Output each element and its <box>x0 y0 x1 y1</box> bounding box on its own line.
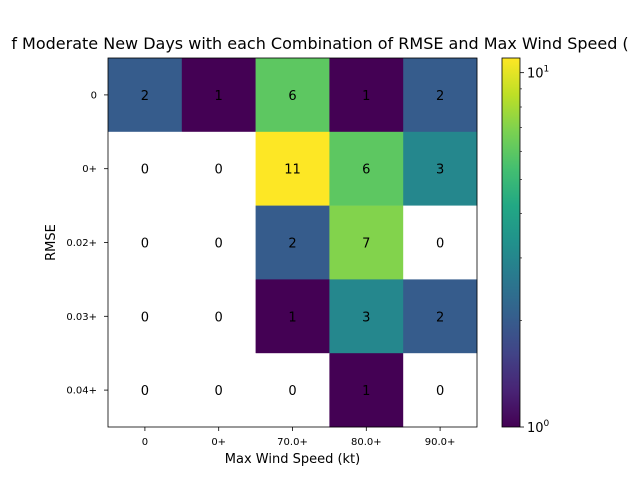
heatmap-cell <box>255 131 330 206</box>
heatmap-cell <box>181 279 256 354</box>
cell-value-label: 6 <box>288 89 296 104</box>
heatmap-cell <box>108 353 183 428</box>
y-tick-label: 0.04+ <box>66 386 97 397</box>
colorbar <box>501 57 521 428</box>
cell-value-label: 2 <box>436 310 444 325</box>
chart-title: f Moderate New Days with each Combinatio… <box>11 34 628 53</box>
y-tick-label: 0+ <box>82 164 97 175</box>
x-axis-ticks: 0 0+ 70.0+ 80.0+ 90.0+ <box>142 427 456 448</box>
colorbar-tick-label: 101 <box>527 65 549 82</box>
cell-value-label: 3 <box>436 163 444 178</box>
heatmap-cell-labels: 2 1 6 1 2 0 0 11 6 3 0 0 2 7 0 0 0 1 3 2 0 0 0 1 0 <box>141 89 444 399</box>
heatmap-cell <box>403 58 478 133</box>
heatmap-cell <box>108 131 183 206</box>
cell-value-label: 6 <box>362 163 370 178</box>
heatmap-cell <box>403 131 478 206</box>
heatmap-cell <box>329 131 404 206</box>
y-tick-label: 0.03+ <box>66 312 97 323</box>
y-tick-label: 0 <box>91 90 97 101</box>
cell-value-label: 0 <box>436 384 444 399</box>
heatmap-cells <box>108 58 478 428</box>
heatmap-cell <box>255 205 330 280</box>
heatmap-cell <box>329 353 404 428</box>
heatmap-cell <box>403 205 478 280</box>
cell-value-label: 7 <box>362 237 370 252</box>
heatmap-cell <box>181 205 256 280</box>
heatmap-cell <box>255 279 330 354</box>
heatmap-cell <box>108 58 183 133</box>
cell-value-label: 1 <box>362 384 370 399</box>
y-axis-label: RMSE <box>44 224 59 261</box>
x-axis-label: Max Wind Speed (kt) <box>225 452 360 467</box>
x-tick-label: 70.0+ <box>277 437 308 448</box>
heatmap-cell <box>108 205 183 280</box>
cell-value-label: 1 <box>288 310 296 325</box>
x-tick-label: 0 <box>142 437 148 448</box>
cell-value-label: 0 <box>215 163 223 178</box>
cell-value-label: 0 <box>215 237 223 252</box>
heatmap-cell <box>255 58 330 133</box>
cell-value-label: 2 <box>288 237 296 252</box>
y-tick-label: 0.02+ <box>66 238 97 249</box>
cell-value-label: 2 <box>436 89 444 104</box>
heatmap-cell <box>108 279 183 354</box>
colorbar-tick-label: 100 <box>527 419 550 436</box>
cell-value-label: 1 <box>362 89 370 104</box>
x-tick-label: 0+ <box>211 437 226 448</box>
heatmap-cell <box>329 58 404 133</box>
x-tick-label: 80.0+ <box>351 437 382 448</box>
heatmap-cell <box>255 353 330 428</box>
cell-value-label: 0 <box>141 163 149 178</box>
cell-value-label: 3 <box>362 310 370 325</box>
cell-value-label: 0 <box>141 237 149 252</box>
heatmap-cell <box>181 353 256 428</box>
heatmap-cell <box>403 353 478 428</box>
cell-value-label: 0 <box>215 384 223 399</box>
cell-value-label: 0 <box>288 384 296 399</box>
cell-value-label: 1 <box>215 89 223 104</box>
heatmap-cell <box>181 131 256 206</box>
cell-value-label: 2 <box>141 89 149 104</box>
x-tick-label: 90.0+ <box>425 437 456 448</box>
heatmap-cell <box>403 279 478 354</box>
cell-value-label: 0 <box>436 237 444 252</box>
cell-value-label: 0 <box>141 384 149 399</box>
colorbar-ticks: 100 101 <box>520 65 550 436</box>
heatmap-cell <box>181 58 256 133</box>
cell-value-label: 11 <box>284 163 301 178</box>
cell-value-label: 0 <box>141 310 149 325</box>
heatmap-cell <box>329 279 404 354</box>
y-axis-ticks: 0 0+ 0.02+ 0.03+ 0.04+ <box>66 90 108 397</box>
cell-value-label: 0 <box>215 310 223 325</box>
heatmap-cell <box>329 205 404 280</box>
